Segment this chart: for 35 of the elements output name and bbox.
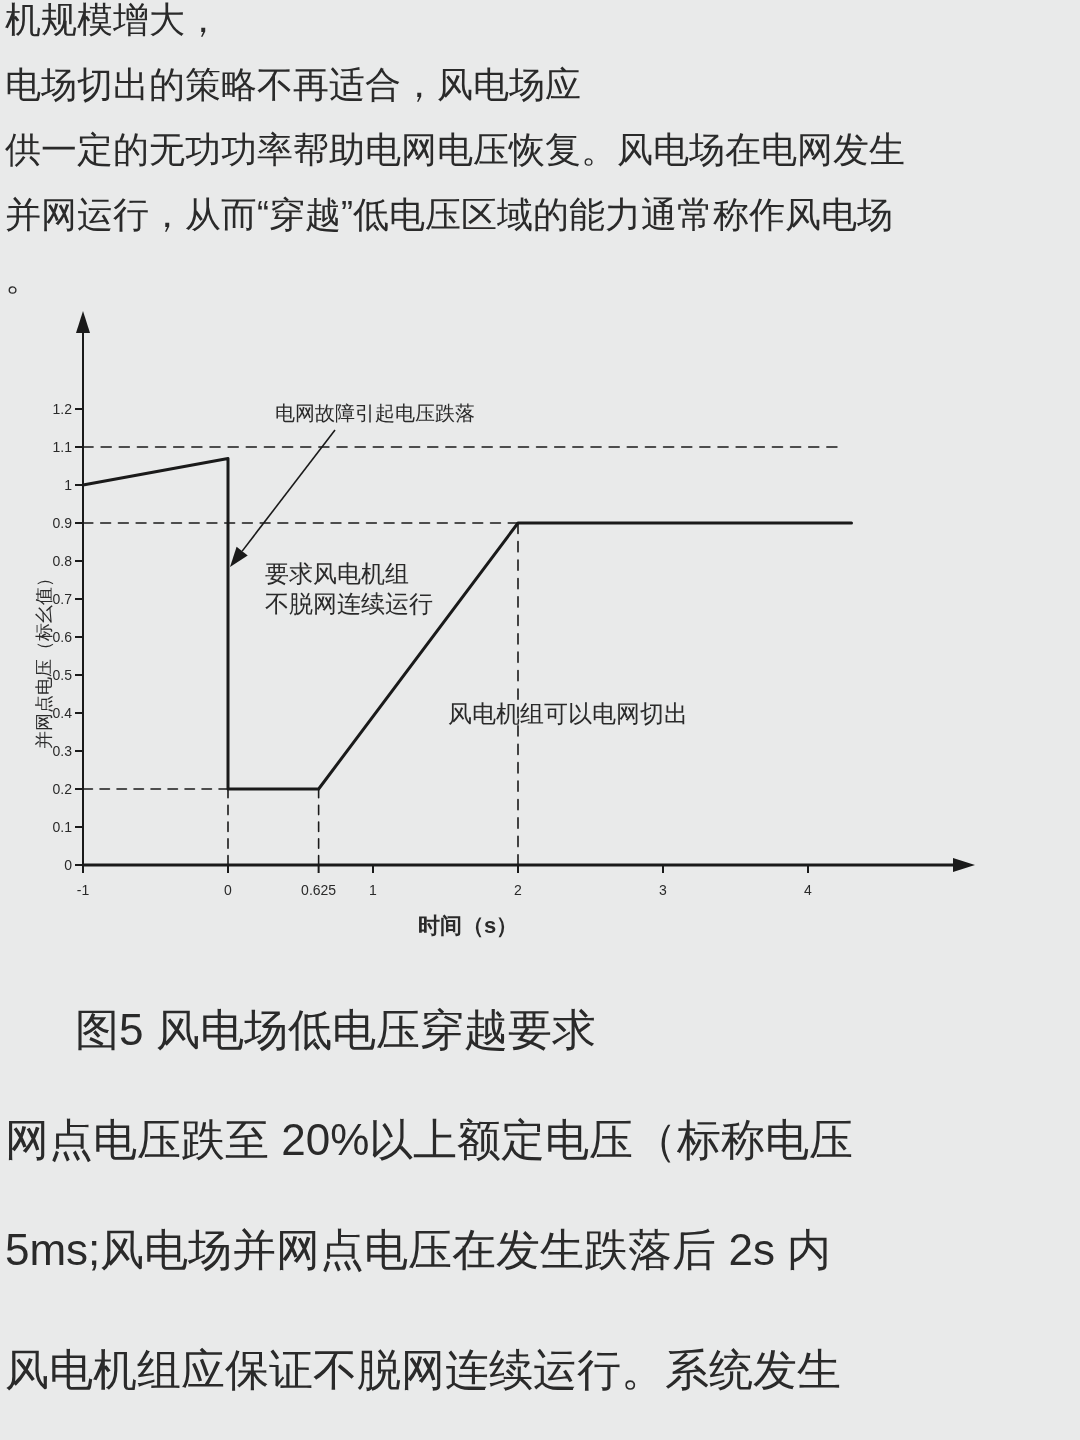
y-tick-label: 0.3	[52, 743, 73, 759]
y-tick-label: 0.8	[52, 553, 73, 569]
text: 机规模增大，	[5, 0, 221, 40]
x-tick-label: -1	[76, 882, 90, 898]
y-tick-label: 0.5	[52, 667, 73, 683]
x-tick-label: 2	[514, 882, 523, 898]
x-tick-label: 1	[369, 882, 378, 898]
x-tick-label: 0	[224, 882, 233, 898]
y-tick-label: 1.2	[52, 401, 73, 417]
text: 风电机组应保证不脱网连续运行。系统发生	[5, 1345, 841, 1394]
y-tick-label: 1.1	[52, 439, 73, 455]
y-tick-label: 0.2	[52, 781, 73, 797]
annotation: 要求风电机组	[265, 560, 409, 587]
x-axis-title: 时间（s）	[417, 913, 519, 938]
x-tick-label: 0.625	[301, 882, 337, 898]
text: 。	[5, 257, 41, 298]
y-tick-label: 0.4	[52, 705, 73, 721]
y-tick-label: 0.1	[52, 819, 73, 835]
y-axis-title: 并网点电压（标幺值）	[34, 569, 54, 749]
text: 电场切出的策略不再适合，风电场应	[5, 64, 581, 105]
text: 供一定的无功功率帮助电网电压恢复。风电场在电网发生	[5, 129, 905, 170]
y-tick-label: 0.6	[52, 629, 73, 645]
text: 并网运行，从而“穿越”低电压区域的能力通常称作风电场	[5, 194, 893, 235]
text: 图5 风电场低电压穿越要求	[75, 1005, 596, 1054]
annotation: 不脱网连续运行	[265, 590, 433, 617]
x-tick-label: 4	[804, 882, 813, 898]
text: 5ms;风电场并网点电压在发生跌落后 2s 内	[5, 1225, 832, 1274]
annotation: 风电机组可以电网切出	[448, 700, 688, 727]
y-tick-label: 0.9	[52, 515, 73, 531]
x-tick-label: 3	[659, 882, 668, 898]
text: 网点电压跌至 20%以上额定电压（标称电压	[5, 1115, 854, 1164]
annotation: 电网故障引起电压跌落	[275, 402, 475, 424]
y-tick-label: 0.7	[52, 591, 73, 607]
y-tick-label: 1	[64, 477, 73, 493]
y-tick-label: 0	[64, 857, 73, 873]
